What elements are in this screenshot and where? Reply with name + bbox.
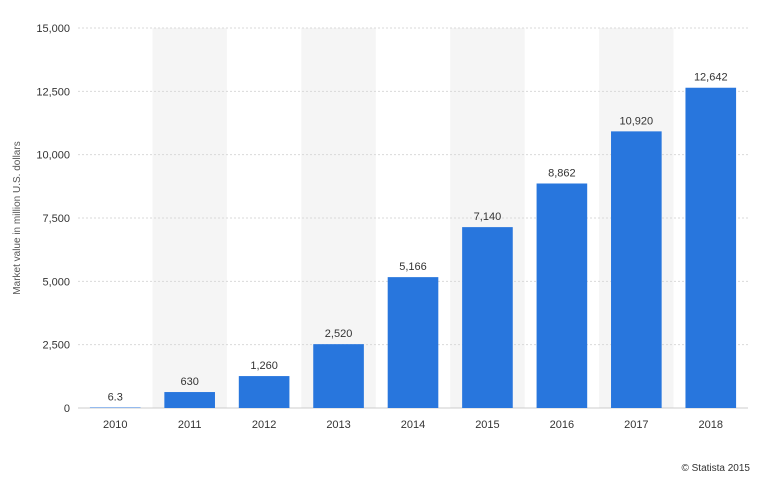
x-tick-label: 2015 bbox=[475, 419, 499, 431]
x-tick-label: 2010 bbox=[103, 419, 127, 431]
bar bbox=[462, 227, 513, 408]
bar bbox=[164, 392, 215, 408]
data-label: 7,140 bbox=[474, 211, 502, 223]
data-label: 6.3 bbox=[108, 392, 123, 404]
bar bbox=[685, 87, 737, 409]
source-credit[interactable]: © Statista 2015 bbox=[681, 463, 750, 474]
bar bbox=[313, 344, 364, 408]
bar bbox=[238, 376, 290, 408]
y-tick-label: 5,000 bbox=[42, 276, 70, 288]
data-label: 5,166 bbox=[399, 261, 427, 273]
y-tick-label: 15,000 bbox=[36, 23, 70, 35]
bar bbox=[387, 277, 439, 408]
y-axis-title: Market value in million U.S. dollars bbox=[12, 141, 23, 294]
x-tick-label: 2012 bbox=[252, 419, 276, 431]
x-tick-label: 2013 bbox=[326, 419, 350, 431]
x-tick-label: 2016 bbox=[550, 419, 574, 431]
data-label: 12,642 bbox=[694, 72, 728, 84]
x-tick-label: 2018 bbox=[699, 419, 723, 431]
data-label: 630 bbox=[180, 376, 198, 388]
bar bbox=[536, 183, 588, 408]
data-label: 2,520 bbox=[325, 328, 353, 340]
bar bbox=[89, 407, 141, 408]
y-tick-label: 12,500 bbox=[36, 86, 70, 98]
data-label: 10,920 bbox=[620, 115, 654, 127]
y-tick-label: 7,500 bbox=[42, 213, 70, 225]
y-tick-label: 10,000 bbox=[36, 150, 70, 162]
x-tick-label: 2014 bbox=[401, 419, 425, 431]
x-tick-label: 2011 bbox=[178, 419, 202, 431]
y-tick-label: 0 bbox=[64, 403, 70, 415]
y-tick-label: 2,500 bbox=[42, 340, 70, 352]
data-label: 8,862 bbox=[548, 167, 576, 179]
x-tick-label: 2017 bbox=[624, 419, 648, 431]
bar bbox=[611, 131, 662, 409]
data-label: 1,260 bbox=[250, 360, 278, 372]
